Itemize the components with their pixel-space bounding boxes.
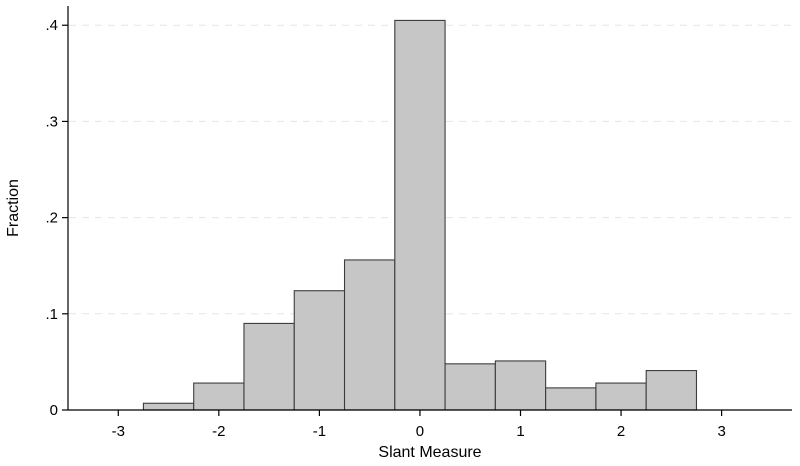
- histogram-bar-3: [293, 290, 346, 411]
- axes: [67, 6, 792, 411]
- y-axis-ticks: 0 .1 .2 .3 .4: [45, 17, 68, 419]
- x-axis-title: Slant Measure: [378, 444, 481, 461]
- histogram-bar-1: [193, 382, 245, 411]
- histogram-bar-5: [394, 19, 446, 411]
- y-tick-label-4: .4: [45, 17, 58, 34]
- histogram-bar-2: [243, 322, 295, 411]
- histogram-bar-6: [444, 363, 496, 411]
- histogram-bar-10: [645, 370, 698, 411]
- histogram-bars: [142, 19, 698, 411]
- histogram-bar-8: [545, 387, 597, 411]
- histogram-bar-4: [343, 259, 396, 411]
- histogram-bar-7: [494, 360, 547, 411]
- y-tick-label-0: 0: [50, 402, 58, 419]
- grid-lines: [69, 24, 792, 315]
- x-tick-label-5: 2: [617, 423, 625, 440]
- x-tick-label-4: 1: [516, 423, 524, 440]
- x-tick-label-0: -3: [112, 423, 125, 440]
- y-tick-label-3: .3: [45, 113, 58, 130]
- y-tick-label-2: .2: [45, 210, 58, 227]
- x-axis-ticks: -3 -2 -1 0 1 2 3: [112, 410, 726, 440]
- histogram-bar-9: [595, 382, 647, 411]
- x-tick-label-1: -2: [212, 423, 225, 440]
- x-tick-label-3: 0: [416, 423, 424, 440]
- x-tick-label-6: 3: [717, 423, 725, 440]
- y-axis-title: Fraction: [5, 179, 22, 237]
- x-tick-label-2: -1: [313, 423, 326, 440]
- y-tick-label-1: .1: [45, 306, 58, 323]
- histogram-bar-0: [142, 402, 195, 411]
